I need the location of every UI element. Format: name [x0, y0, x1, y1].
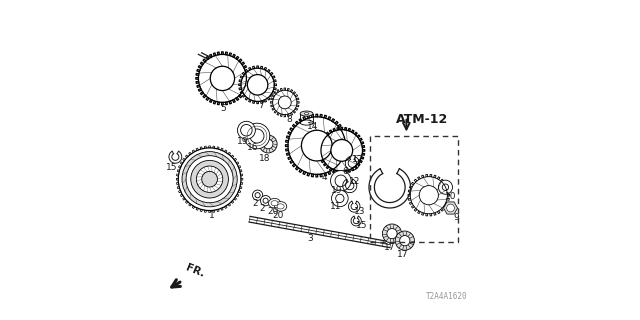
- Text: 5: 5: [220, 104, 226, 113]
- Circle shape: [237, 121, 255, 139]
- Text: 10: 10: [445, 192, 457, 201]
- Circle shape: [408, 174, 450, 216]
- Text: 14: 14: [307, 122, 319, 131]
- Text: 16: 16: [247, 143, 259, 152]
- Circle shape: [263, 198, 268, 203]
- Circle shape: [259, 135, 277, 153]
- Circle shape: [331, 140, 353, 161]
- Bar: [370, 136, 458, 242]
- Circle shape: [271, 88, 300, 117]
- Circle shape: [264, 139, 273, 149]
- Ellipse shape: [277, 204, 284, 209]
- Circle shape: [438, 180, 452, 194]
- Ellipse shape: [300, 111, 313, 116]
- Circle shape: [202, 171, 218, 187]
- Text: 15: 15: [356, 221, 367, 230]
- Circle shape: [396, 231, 415, 250]
- Circle shape: [336, 194, 344, 203]
- Ellipse shape: [269, 198, 280, 208]
- Text: ATM-12: ATM-12: [396, 113, 449, 126]
- Circle shape: [241, 124, 252, 136]
- Circle shape: [260, 196, 271, 206]
- Circle shape: [332, 190, 348, 207]
- Ellipse shape: [300, 120, 313, 125]
- Circle shape: [178, 148, 241, 211]
- Text: 17: 17: [397, 250, 408, 259]
- Circle shape: [248, 75, 268, 95]
- Text: 12: 12: [352, 155, 364, 164]
- Text: 19: 19: [237, 137, 249, 146]
- Text: T2A4A1620: T2A4A1620: [426, 292, 467, 301]
- Text: 12: 12: [349, 177, 360, 186]
- Circle shape: [330, 171, 351, 191]
- Polygon shape: [444, 202, 458, 214]
- Circle shape: [285, 114, 348, 177]
- Ellipse shape: [271, 201, 278, 206]
- Text: 7: 7: [259, 101, 264, 110]
- Circle shape: [301, 130, 332, 161]
- Circle shape: [399, 236, 410, 246]
- Text: 18: 18: [259, 154, 271, 163]
- Text: 3: 3: [308, 234, 313, 243]
- Circle shape: [335, 175, 347, 187]
- Circle shape: [239, 66, 277, 104]
- Circle shape: [186, 156, 233, 203]
- Circle shape: [383, 224, 402, 243]
- Circle shape: [319, 127, 365, 173]
- Text: 2: 2: [252, 199, 257, 208]
- Circle shape: [182, 152, 237, 207]
- Ellipse shape: [305, 113, 309, 115]
- Text: 2: 2: [260, 204, 265, 213]
- Text: 20: 20: [267, 207, 278, 216]
- Text: 8: 8: [286, 116, 292, 124]
- Text: 20: 20: [273, 212, 284, 220]
- Circle shape: [255, 193, 260, 198]
- Circle shape: [191, 160, 228, 198]
- Circle shape: [419, 186, 438, 205]
- Text: 13: 13: [354, 207, 365, 216]
- Text: 11: 11: [330, 202, 341, 211]
- Circle shape: [196, 52, 249, 105]
- Text: 4: 4: [321, 173, 327, 182]
- Circle shape: [253, 190, 263, 200]
- Circle shape: [278, 96, 291, 109]
- Circle shape: [250, 129, 264, 143]
- Text: 17: 17: [384, 243, 396, 252]
- Circle shape: [387, 228, 397, 239]
- Text: 15: 15: [166, 163, 178, 172]
- Circle shape: [442, 184, 449, 190]
- Text: 9: 9: [453, 213, 459, 222]
- Circle shape: [447, 204, 454, 212]
- Text: 19: 19: [331, 186, 342, 195]
- Text: 6: 6: [343, 167, 348, 176]
- Text: FR.: FR.: [184, 262, 205, 279]
- Circle shape: [210, 66, 235, 91]
- Circle shape: [244, 123, 270, 149]
- Ellipse shape: [275, 202, 287, 211]
- Circle shape: [196, 166, 223, 192]
- Text: 1: 1: [209, 212, 215, 220]
